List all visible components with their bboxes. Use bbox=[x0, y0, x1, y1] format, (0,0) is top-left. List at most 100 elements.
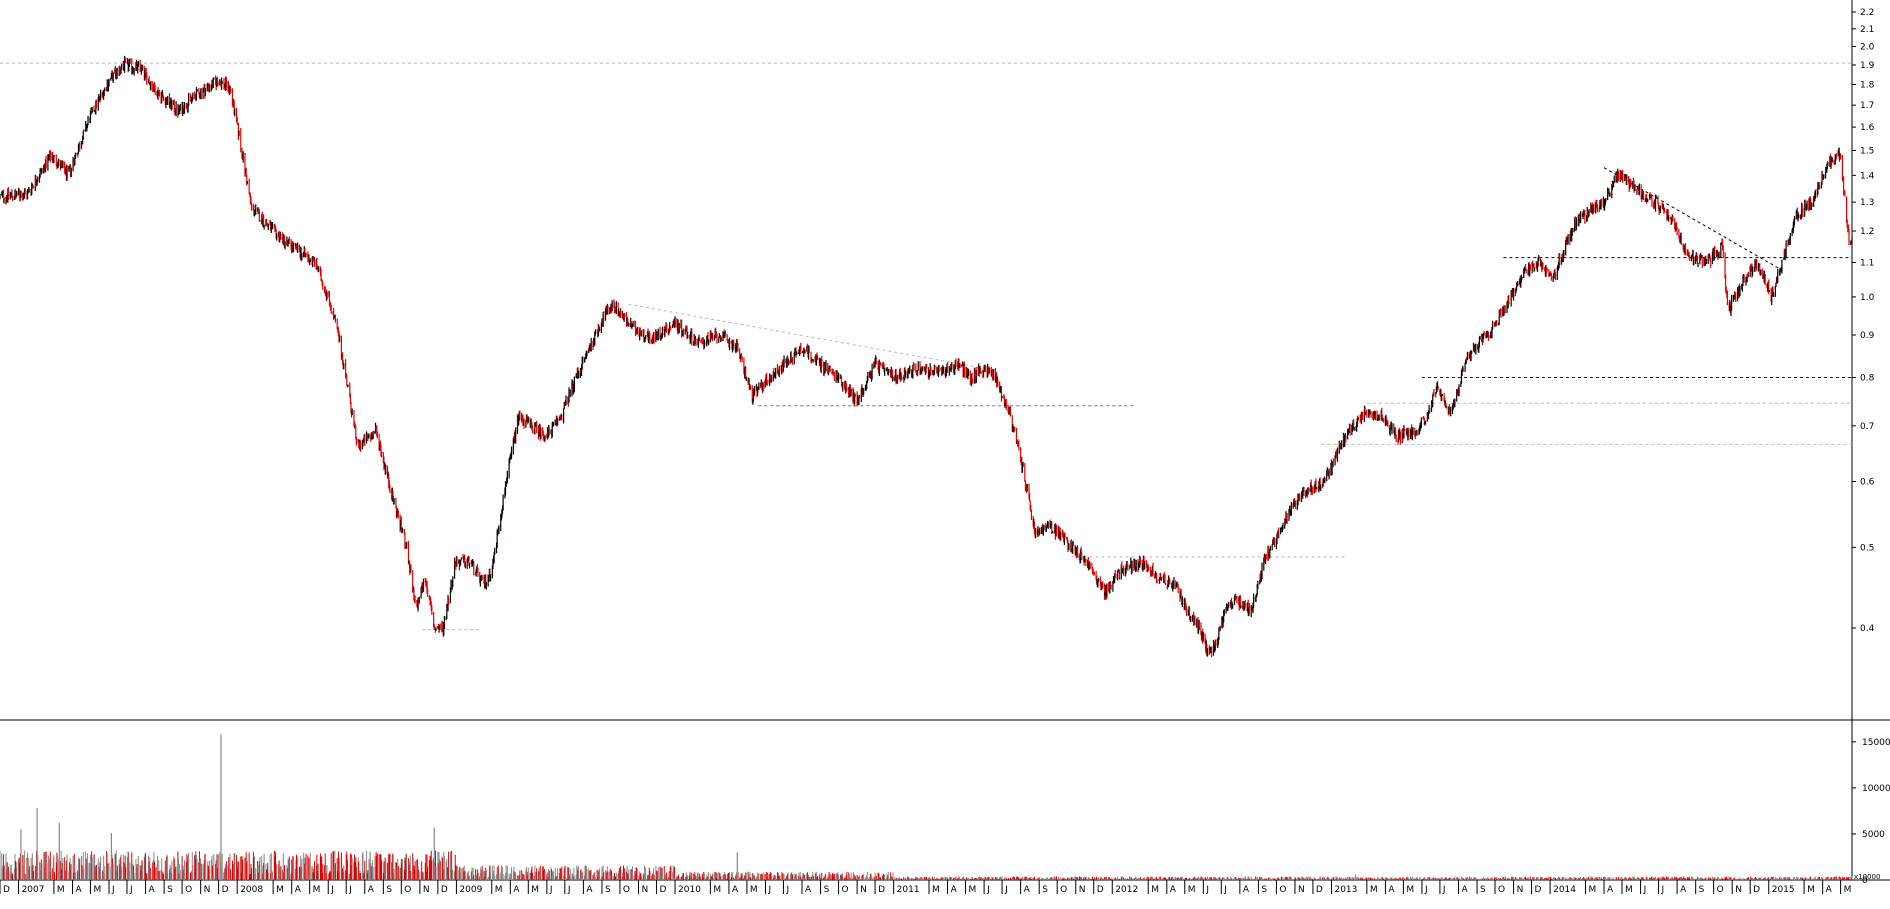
y-tick-label: 2.1 bbox=[1860, 25, 1874, 35]
x-tick-label: M bbox=[1807, 885, 1815, 895]
y-tick-label: 1.8 bbox=[1860, 81, 1875, 91]
x-tick-label: D bbox=[441, 885, 448, 895]
y-tick-label: 0.8 bbox=[1860, 374, 1875, 384]
x-tick-label: J bbox=[348, 885, 352, 895]
y-tick-label: 1.6 bbox=[1860, 123, 1875, 133]
x-tick-label: M bbox=[1625, 885, 1633, 895]
x-tick-label: 2007 bbox=[22, 885, 45, 895]
x-tick-label: M bbox=[495, 885, 503, 895]
x-tick-label: D bbox=[3, 885, 10, 895]
y-tick-label: 0.4 bbox=[1860, 624, 1875, 634]
y-tick-label: 1.1 bbox=[1860, 258, 1874, 268]
x-tick-label: M bbox=[969, 885, 977, 895]
x-tick-label: J bbox=[986, 885, 990, 895]
x-tick-label: S bbox=[1042, 885, 1048, 895]
x-tick-label: N bbox=[1298, 885, 1305, 895]
x-tick-label: D bbox=[659, 885, 666, 895]
y-tick-label: 2.0 bbox=[1860, 42, 1875, 52]
x-tick-label: D bbox=[878, 885, 885, 895]
x-tick-label: 2012 bbox=[1115, 885, 1138, 895]
x-tick-label: D bbox=[1535, 885, 1542, 895]
x-tick-label: D bbox=[1097, 885, 1104, 895]
x-tick-label: J bbox=[1004, 885, 1008, 895]
x-tick-label: O bbox=[842, 885, 849, 895]
x-tick-label: 2011 bbox=[897, 885, 920, 895]
x-tick-label: M bbox=[276, 885, 284, 895]
x-tick-label: O bbox=[623, 885, 630, 895]
x-tick-label: A bbox=[1680, 885, 1687, 895]
x-tick-label: 2009 bbox=[459, 885, 482, 895]
x-tick-label: M bbox=[1406, 885, 1414, 895]
x-tick-label: M bbox=[932, 885, 940, 895]
volume-tick-label: 0 bbox=[1862, 876, 1868, 886]
x-tick-label: N bbox=[1517, 885, 1524, 895]
y-tick-label: 0.5 bbox=[1860, 543, 1874, 553]
volume-multiplier-label: x10000 bbox=[1854, 873, 1880, 881]
x-tick-label: D bbox=[1316, 885, 1323, 895]
x-tick-label: D bbox=[1753, 885, 1760, 895]
x-tick-label: A bbox=[732, 885, 739, 895]
x-tick-label: O bbox=[1060, 885, 1067, 895]
x-tick-label: N bbox=[1735, 885, 1742, 895]
x-tick-label: M bbox=[750, 885, 758, 895]
x-tick-label: J bbox=[567, 885, 571, 895]
x-tick-label: J bbox=[129, 885, 133, 895]
x-tick-label: S bbox=[167, 885, 173, 895]
x-tick-label: J bbox=[330, 885, 334, 895]
x-tick-label: S bbox=[1480, 885, 1486, 895]
x-tick-label: A bbox=[1826, 885, 1833, 895]
x-tick-label: 2014 bbox=[1553, 885, 1576, 895]
x-tick-label: 2010 bbox=[678, 885, 701, 895]
y-tick-label: 1.5 bbox=[1860, 146, 1874, 156]
guide-lines bbox=[0, 62, 1852, 631]
x-tick-label: S bbox=[605, 885, 611, 895]
y-tick-label: 1.4 bbox=[1860, 171, 1875, 181]
x-tick-label: A bbox=[586, 885, 593, 895]
x-tick-label: J bbox=[1223, 885, 1227, 895]
x-tick-label: A bbox=[513, 885, 520, 895]
x-tick-label: A bbox=[1461, 885, 1468, 895]
x-tick-label: S bbox=[1261, 885, 1267, 895]
x-tick-label: J bbox=[1442, 885, 1446, 895]
x-tick-label: N bbox=[860, 885, 867, 895]
x-tick-label: A bbox=[1170, 885, 1177, 895]
price-candles bbox=[0, 55, 1853, 658]
y-tick-label: 1.7 bbox=[1860, 101, 1874, 111]
x-tick-label: A bbox=[805, 885, 812, 895]
x-tick-label: A bbox=[75, 885, 82, 895]
x-tick-label: J bbox=[1205, 885, 1209, 895]
volume-panel bbox=[0, 734, 1853, 880]
trend-line bbox=[1603, 167, 1781, 270]
y-tick-label: 2.2 bbox=[1860, 8, 1874, 18]
x-tick-label: O bbox=[1717, 885, 1724, 895]
x-tick-label: D bbox=[222, 885, 229, 895]
x-tick-label: M bbox=[1588, 885, 1596, 895]
x-tick-label: S bbox=[386, 885, 392, 895]
y-tick-label: 1.3 bbox=[1860, 198, 1874, 208]
x-tick-label: M bbox=[313, 885, 321, 895]
y-tick-label: 0.9 bbox=[1860, 331, 1875, 341]
y-tick-label: 0.7 bbox=[1860, 422, 1874, 432]
x-tick-label: A bbox=[149, 885, 156, 895]
y-tick-label: 1.9 bbox=[1860, 61, 1875, 71]
x-tick-label: A bbox=[951, 885, 958, 895]
x-tick-label: M bbox=[1844, 885, 1852, 895]
x-tick-label: O bbox=[185, 885, 192, 895]
x-tick-label: O bbox=[1498, 885, 1505, 895]
x-tick-label: M bbox=[93, 885, 101, 895]
y-tick-label: 0.6 bbox=[1860, 477, 1875, 487]
x-tick-label: A bbox=[1607, 885, 1614, 895]
x-tick-label: M bbox=[1188, 885, 1196, 895]
x-tick-label: J bbox=[1643, 885, 1647, 895]
price-y-axis: 0.4 0.5 0.6 0.7 0.8 0.9 1.0 1.1 1.2 1.3 1.4 1.5 1.6 1… bbox=[1852, 8, 1875, 634]
x-tick-label: J bbox=[1661, 885, 1665, 895]
x-tick-label: O bbox=[404, 885, 411, 895]
x-tick-label: A bbox=[295, 885, 302, 895]
x-tick-label: M bbox=[57, 885, 65, 895]
x-tick-label: A bbox=[1388, 885, 1395, 895]
x-tick-label: J bbox=[549, 885, 553, 895]
x-tick-label: J bbox=[1424, 885, 1428, 895]
x-tick-label: O bbox=[1279, 885, 1286, 895]
x-tick-label: 2015 bbox=[1772, 885, 1795, 895]
